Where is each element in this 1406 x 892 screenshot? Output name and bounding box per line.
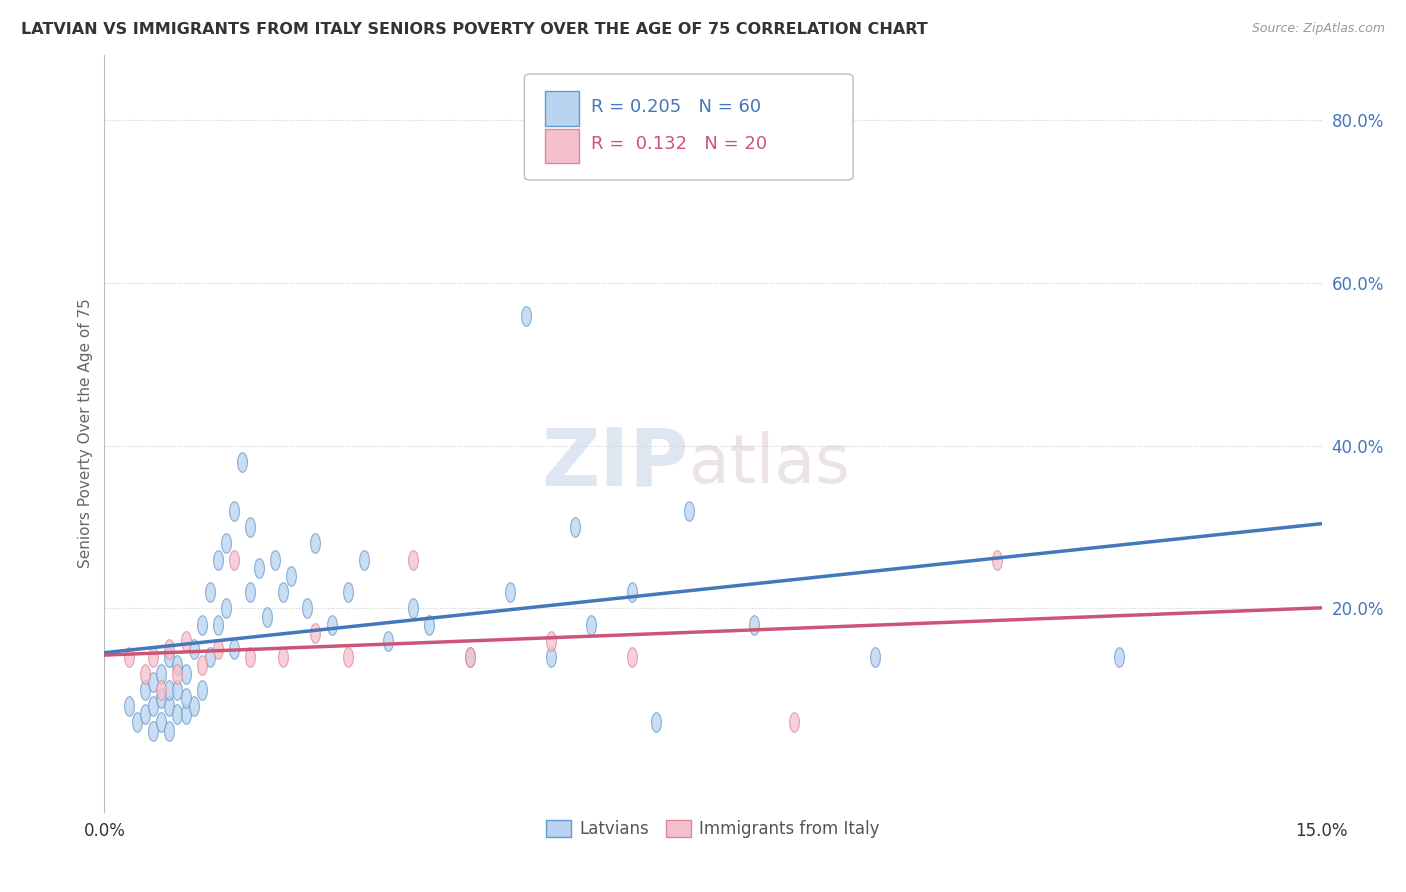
Point <box>207 642 229 657</box>
Point <box>402 601 425 615</box>
Point <box>239 585 262 599</box>
Point <box>142 699 165 714</box>
Point <box>224 642 246 657</box>
Point <box>418 617 440 632</box>
Point <box>157 650 180 665</box>
Point <box>183 699 205 714</box>
Point <box>150 690 173 705</box>
Text: LATVIAN VS IMMIGRANTS FROM ITALY SENIORS POVERTY OVER THE AGE OF 75 CORRELATION : LATVIAN VS IMMIGRANTS FROM ITALY SENIORS… <box>21 22 928 37</box>
Point <box>1108 650 1130 665</box>
Point <box>174 690 197 705</box>
Text: ZIP: ZIP <box>541 425 689 503</box>
Point <box>564 520 586 534</box>
Point <box>215 536 238 550</box>
Point <box>645 715 668 730</box>
Point <box>174 666 197 681</box>
Point <box>198 650 221 665</box>
Point <box>157 682 180 697</box>
Legend: Latvians, Immigrants from Italy: Latvians, Immigrants from Italy <box>540 814 887 845</box>
Point <box>402 552 425 566</box>
Point <box>304 625 326 640</box>
Point <box>499 585 522 599</box>
Point <box>336 650 359 665</box>
Point <box>678 504 700 518</box>
Point <box>118 650 141 665</box>
Point <box>207 552 229 566</box>
Point <box>166 682 188 697</box>
Point <box>183 642 205 657</box>
Point <box>239 650 262 665</box>
Point <box>215 601 238 615</box>
Point <box>620 585 643 599</box>
Point <box>198 585 221 599</box>
Point <box>247 561 270 575</box>
Point <box>271 650 294 665</box>
Point <box>134 682 156 697</box>
Point <box>207 617 229 632</box>
FancyBboxPatch shape <box>524 74 853 180</box>
Text: atlas: atlas <box>689 431 849 497</box>
Point <box>540 634 562 648</box>
Point <box>166 707 188 722</box>
Point <box>142 674 165 689</box>
Point <box>620 650 643 665</box>
Point <box>157 723 180 738</box>
Point <box>377 634 399 648</box>
Point <box>118 699 141 714</box>
Point <box>134 666 156 681</box>
Text: R = 0.205   N = 60: R = 0.205 N = 60 <box>592 97 762 116</box>
Point <box>280 569 302 583</box>
Point <box>297 601 319 615</box>
Point <box>157 642 180 657</box>
Point <box>742 617 765 632</box>
Point <box>353 552 375 566</box>
Point <box>515 309 537 323</box>
Point <box>458 650 481 665</box>
Point <box>191 658 214 673</box>
Point <box>174 707 197 722</box>
Point <box>191 617 214 632</box>
Point <box>150 715 173 730</box>
Point <box>263 552 285 566</box>
Point <box>150 682 173 697</box>
Point <box>581 617 603 632</box>
Point <box>224 504 246 518</box>
Point <box>142 723 165 738</box>
Point <box>134 707 156 722</box>
Bar <box>546 92 579 126</box>
Point <box>166 658 188 673</box>
Point <box>239 520 262 534</box>
Point <box>271 585 294 599</box>
Point <box>336 585 359 599</box>
Point <box>540 650 562 665</box>
Bar <box>546 128 579 162</box>
Point <box>224 552 246 566</box>
Point <box>986 552 1008 566</box>
Point <box>783 715 806 730</box>
Text: Source: ZipAtlas.com: Source: ZipAtlas.com <box>1251 22 1385 36</box>
Point <box>125 715 148 730</box>
Point <box>142 650 165 665</box>
Point <box>157 699 180 714</box>
Point <box>458 650 481 665</box>
Point <box>304 536 326 550</box>
Point <box>865 650 887 665</box>
Point <box>174 634 197 648</box>
Point <box>256 609 278 624</box>
Text: R =  0.132   N = 20: R = 0.132 N = 20 <box>592 136 768 153</box>
Point <box>321 617 343 632</box>
Point <box>191 682 214 697</box>
Point <box>231 455 253 469</box>
Point <box>150 666 173 681</box>
Point <box>166 666 188 681</box>
Y-axis label: Seniors Poverty Over the Age of 75: Seniors Poverty Over the Age of 75 <box>79 299 93 568</box>
